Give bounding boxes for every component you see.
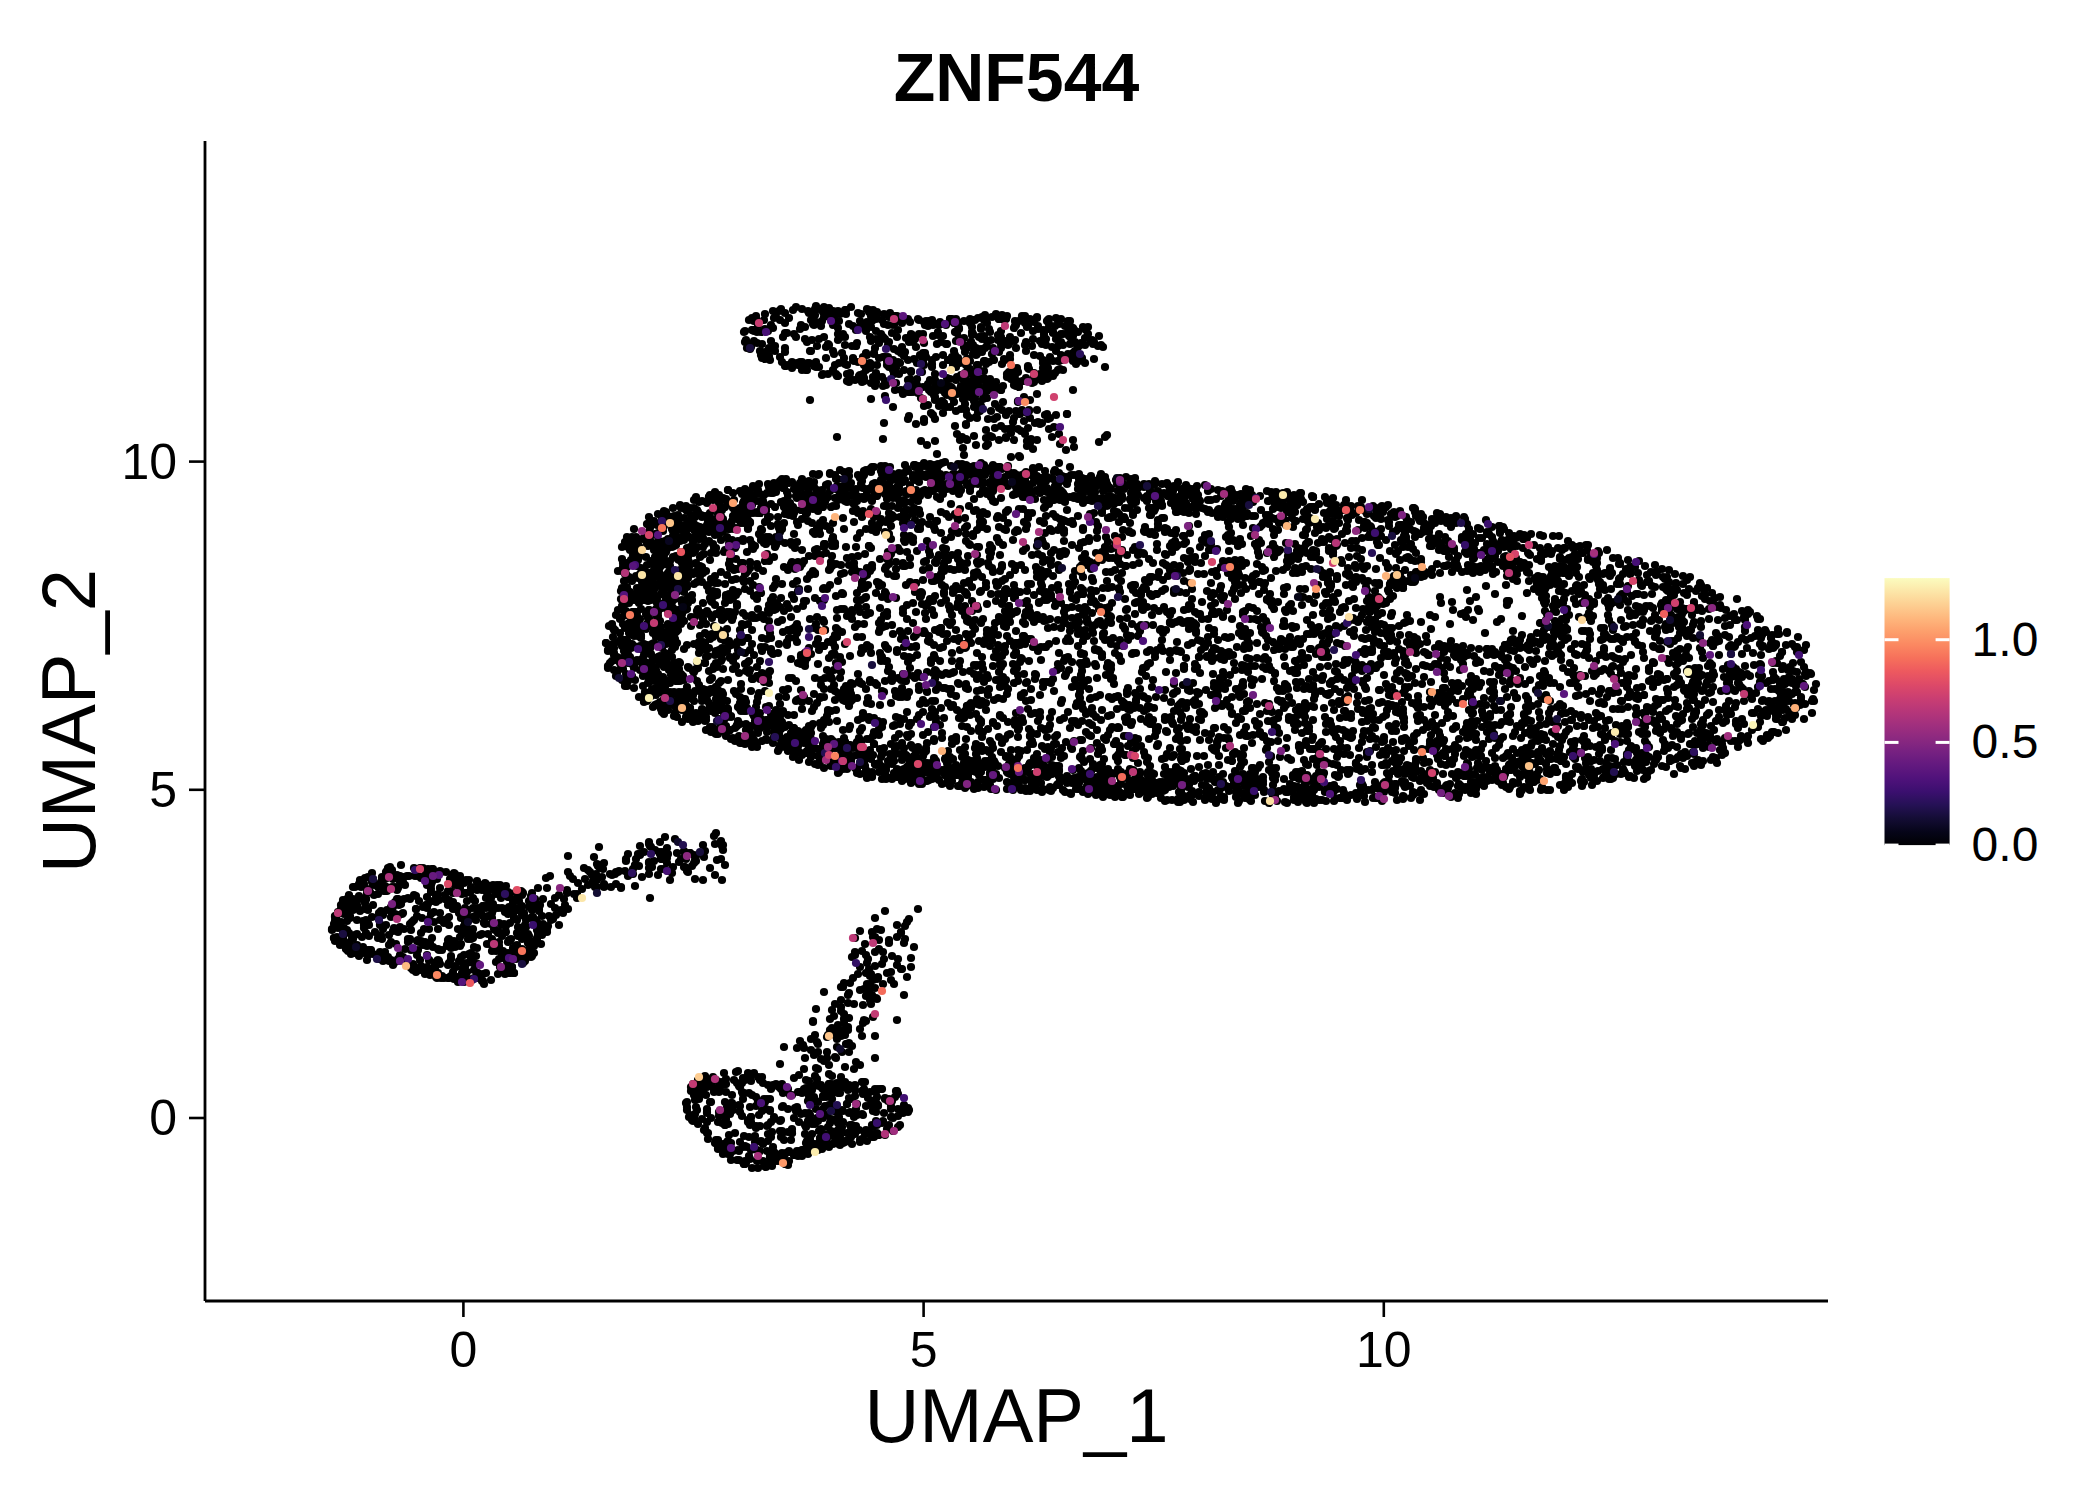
svg-text:5: 5 — [149, 762, 177, 818]
svg-text:10: 10 — [1356, 1322, 1412, 1378]
svg-text:0: 0 — [449, 1322, 477, 1378]
svg-text:0: 0 — [149, 1090, 177, 1146]
svg-text:1.0: 1.0 — [1972, 613, 2039, 666]
svg-text:10: 10 — [121, 434, 177, 490]
svg-text:0.5: 0.5 — [1972, 715, 2039, 768]
svg-text:0.0: 0.0 — [1972, 818, 2039, 871]
svg-text:5: 5 — [910, 1322, 938, 1378]
